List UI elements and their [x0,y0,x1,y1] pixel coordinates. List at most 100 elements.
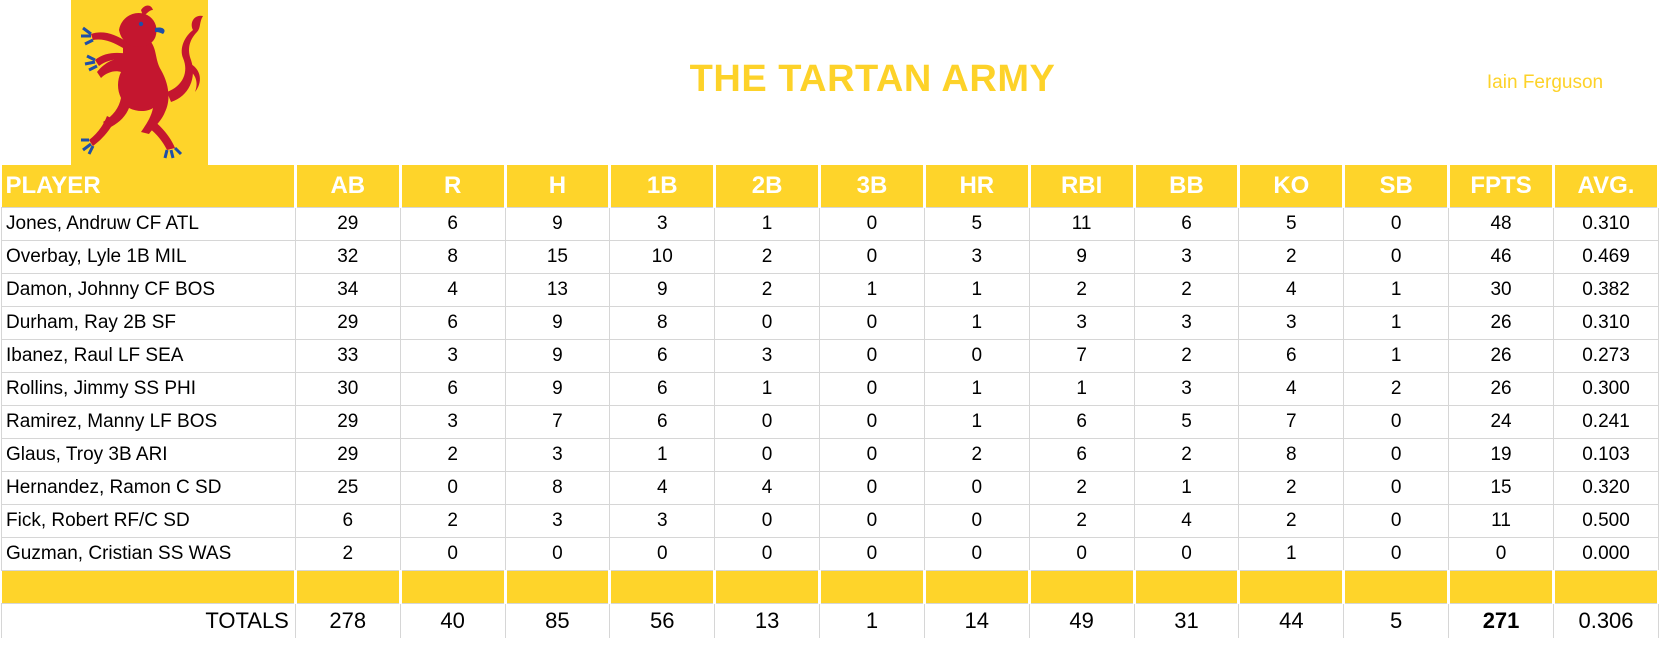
table-body: Jones, Andruw CF ATL 29 6 9 3 1 0 5 11 6 5 0 48 0.310… [1,207,1660,638]
stat-cell-1b: 8 [609,306,716,340]
spacer-cell [1447,570,1555,604]
stat-cell-fpts: 19 [1448,438,1554,472]
spacer-cell [1237,570,1346,604]
spacer-cell [1,570,297,604]
stat-cell-1b: 6 [609,405,716,439]
stat-cell-hr: 1 [923,306,1030,340]
stat-cell-ko: 4 [1238,372,1345,406]
player-name-cell: Overbay, Lyle 1B MIL [1,240,296,274]
stat-cell-hr: 2 [923,438,1030,472]
stat-cell-r: 3 [399,405,506,439]
spacer-cell [1342,570,1451,604]
stat-cell-r: 0 [399,471,506,505]
stat-cell-hr: 1 [923,405,1030,439]
column-header-3b: 3B [818,165,926,208]
stat-cell-ab: 29 [294,405,401,439]
stat-cell-3b: 0 [819,207,925,241]
stat-cell-ab: 29 [294,306,401,340]
table-row: Ramirez, Manny LF BOS 29 3 7 6 0 0 1 6 5 7 0 24 0.241 [1,405,1659,439]
stat-cell-fpts: 46 [1448,240,1554,274]
stat-cell-2b: 1 [714,372,821,406]
stat-cell-ko: 2 [1238,240,1345,274]
owner-name: Iain Ferguson [1486,72,1604,93]
column-header-sb: SB [1342,165,1451,208]
stat-cell-avg: 0.103 [1553,438,1659,472]
column-header-1b: 1B [608,165,717,208]
stat-cell-3b: 0 [819,306,925,340]
stat-cell-1b: 6 [609,372,716,406]
column-header-ko: KO [1237,165,1346,208]
spacer-cell [713,570,822,604]
table-row: Durham, Ray 2B SF 29 6 9 8 0 0 1 3 3 3 1 26 0.310 [1,306,1659,340]
stat-cell-2b: 0 [714,438,821,472]
total-cell-ko: 44 [1238,603,1345,638]
stat-cell-r: 6 [399,207,506,241]
table-row: Fick, Robert RF/C SD 6 2 3 3 0 0 0 2 4 2 0 11 0.500 [1,504,1659,538]
column-header-2b: 2B [713,165,822,208]
team-title: THE TARTAN ARMY [689,58,1056,100]
stat-cell-bb: 2 [1133,339,1240,373]
total-cell-3b: 1 [819,603,925,638]
stat-cell-sb: 0 [1343,504,1450,538]
stat-cell-r: 6 [399,372,506,406]
total-cell-avg: 0.306 [1553,603,1659,638]
totals-label: TOTALS [1,603,296,638]
stat-cell-r: 4 [399,273,506,307]
table-row: Guzman, Cristian SS WAS 2 0 0 0 0 0 0 0 0 1 0 0 0.000 [1,537,1659,571]
stat-cell-rbi: 6 [1028,405,1135,439]
team-logo [71,0,208,165]
stat-cell-fpts: 0 [1448,537,1554,571]
total-cell-2b: 13 [714,603,821,638]
stat-cell-ab: 6 [294,504,401,538]
player-name-cell: Guzman, Cristian SS WAS [1,537,296,571]
spacer-cell [1132,570,1241,604]
stat-cell-r: 2 [399,438,506,472]
spacer-cell [1552,570,1660,604]
stat-cell-3b: 0 [819,471,925,505]
stat-cell-r: 3 [399,339,506,373]
table-row: Hernandez, Ramon C SD 25 0 8 4 4 0 0 2 1 2 0 15 0.320 [1,471,1659,505]
column-header-fpts: FPTS [1447,165,1555,208]
stat-cell-ko: 8 [1238,438,1345,472]
player-name-cell: Glaus, Troy 3B ARI [1,438,296,472]
total-cell-rbi: 49 [1028,603,1135,638]
stat-cell-fpts: 26 [1448,306,1554,340]
stat-cell-rbi: 6 [1028,438,1135,472]
player-name-cell: Rollins, Jimmy SS PHI [1,372,296,406]
stat-cell-avg: 0.310 [1553,207,1659,241]
stat-cell-ab: 25 [294,471,401,505]
stat-cell-bb: 0 [1133,537,1240,571]
stat-cell-3b: 0 [819,537,925,571]
stat-cell-ab: 2 [294,537,401,571]
stat-cell-ab: 29 [294,207,401,241]
spacer-cell [608,570,717,604]
stat-cell-rbi: 3 [1028,306,1135,340]
stat-cell-sb: 0 [1343,471,1450,505]
spacer-cell [922,570,1031,604]
stat-cell-ko: 3 [1238,306,1345,340]
stat-cell-bb: 2 [1133,438,1240,472]
stat-cell-2b: 0 [714,306,821,340]
stat-cell-sb: 0 [1343,240,1450,274]
stat-cell-h: 3 [504,438,611,472]
column-header-r: R [398,165,507,208]
stat-cell-fpts: 15 [1448,471,1554,505]
player-name-cell: Damon, Johnny CF BOS [1,273,296,307]
column-header-player: PLAYER [1,165,297,208]
stat-cell-bb: 6 [1133,207,1240,241]
stat-cell-rbi: 0 [1028,537,1135,571]
player-name-cell: Durham, Ray 2B SF [1,306,296,340]
stat-cell-avg: 0.000 [1553,537,1659,571]
column-header-h: H [503,165,612,208]
stat-cell-3b: 0 [819,372,925,406]
stat-cell-3b: 0 [819,240,925,274]
stat-cell-fpts: 48 [1448,207,1554,241]
stat-cell-1b: 0 [609,537,716,571]
stat-cell-fpts: 24 [1448,405,1554,439]
stat-cell-2b: 2 [714,273,821,307]
stats-table: PLAYER AB R H 1B 2B 3B HR RBI BB KO SB FPTS AVG. Jone… [1,165,1660,638]
stat-cell-h: 7 [504,405,611,439]
stat-cell-ko: 2 [1238,504,1345,538]
stat-cell-3b: 0 [819,504,925,538]
